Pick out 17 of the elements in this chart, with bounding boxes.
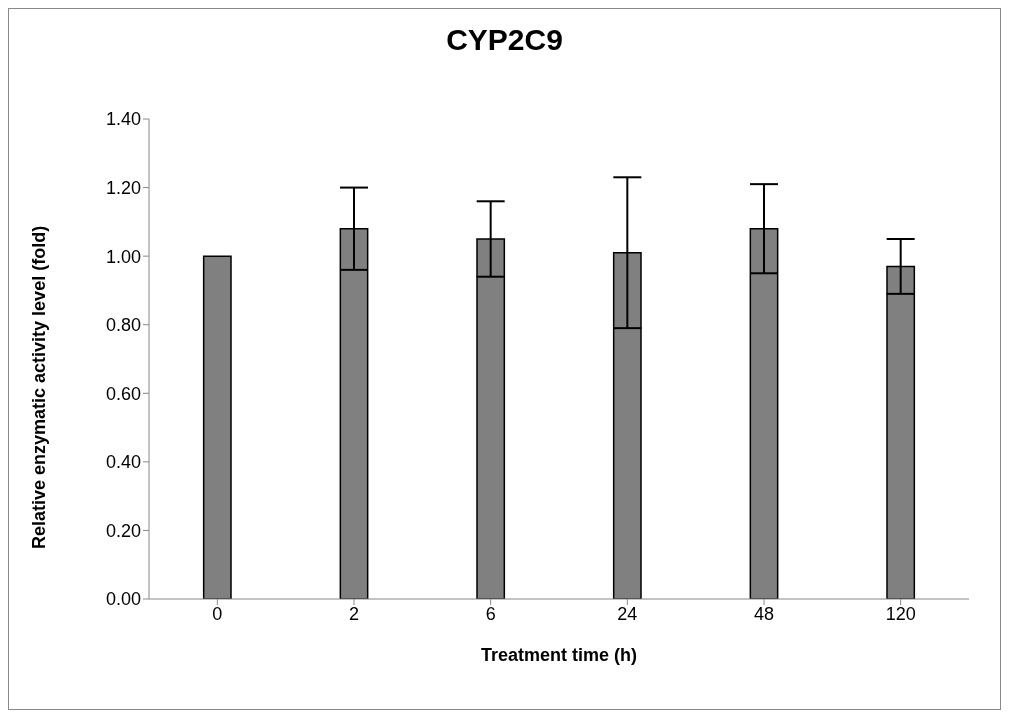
y-tick-label: 1.40 — [105, 109, 141, 130]
chart-title: CYP2C9 — [445, 23, 564, 57]
x-tick-label: 2 — [348, 603, 360, 624]
x-tick-label: 48 — [753, 603, 775, 624]
y-axis-title: Relative enzymatic activity level (fold) — [29, 225, 50, 549]
y-tick-label: 1.20 — [105, 177, 141, 198]
x-tick-label: 120 — [885, 603, 916, 624]
y-tick-label: 0.40 — [105, 452, 141, 473]
y-tick-label: 0.20 — [105, 520, 141, 541]
y-tick-label: 0.80 — [105, 315, 141, 336]
y-tick-label: 0.60 — [105, 383, 141, 404]
x-tick-label: 24 — [617, 603, 638, 624]
y-tick-label: 0.00 — [105, 589, 141, 610]
x-axis-title: Treatment time (h) — [480, 645, 638, 665]
x-tick-label: 6 — [485, 603, 496, 624]
y-tick-label: 1.00 — [105, 246, 141, 267]
x-tick-label: 0 — [212, 603, 223, 624]
